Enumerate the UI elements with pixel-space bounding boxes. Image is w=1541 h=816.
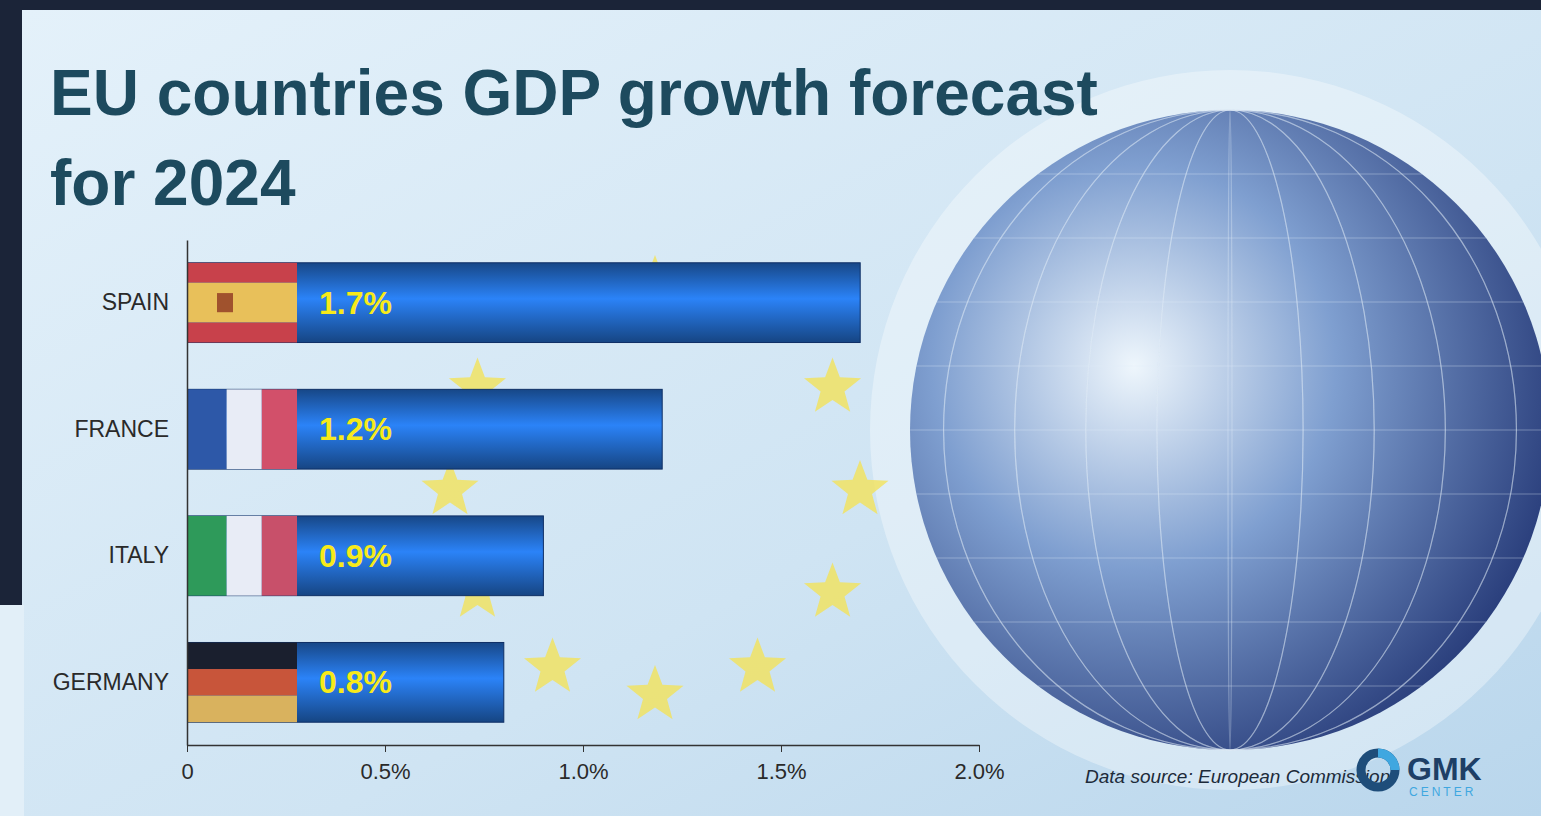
data-label: 1.7% bbox=[319, 285, 392, 321]
globe-parallel bbox=[916, 493, 1541, 494]
y-tick-label: FRANCE bbox=[74, 416, 169, 442]
globe-parallel bbox=[916, 365, 1541, 366]
logo bbox=[1361, 753, 1395, 787]
y-tick: ITALY bbox=[109, 542, 188, 568]
flag-stripe bbox=[187, 283, 297, 323]
flag-emblem bbox=[217, 293, 233, 312]
logo-arc bbox=[1378, 753, 1395, 770]
bar bbox=[187, 516, 543, 596]
title: EU countries GDP growth forecast for 2024 bbox=[50, 57, 1098, 219]
x-tick-label: 0 bbox=[181, 759, 193, 784]
globe-parallel bbox=[1038, 173, 1422, 174]
title-line: for 2024 bbox=[50, 147, 296, 219]
y-tick-label: SPAIN bbox=[102, 289, 169, 315]
x-tick-label: 2.0% bbox=[954, 759, 1004, 784]
x-tick-mark bbox=[385, 745, 386, 752]
flag-stripe bbox=[187, 263, 297, 283]
plot-area bbox=[187, 263, 860, 722]
flag-stripe bbox=[187, 389, 227, 469]
globe-parallel bbox=[1038, 685, 1422, 686]
flag-stripe bbox=[262, 389, 297, 469]
logo-tagline: CENTER bbox=[1409, 785, 1476, 799]
flag bbox=[187, 642, 297, 722]
flag-stripe bbox=[187, 323, 297, 343]
logo-ring bbox=[1361, 753, 1395, 787]
flag bbox=[187, 389, 297, 469]
x-tick-mark bbox=[187, 745, 188, 752]
data-label: 0.9% bbox=[319, 538, 392, 574]
bar bbox=[187, 389, 662, 469]
globe-parallel bbox=[910, 429, 1541, 430]
globe bbox=[870, 70, 1541, 790]
globe-parallel bbox=[937, 557, 1524, 558]
globe-glow bbox=[870, 70, 1541, 790]
logo-name: GMK bbox=[1407, 751, 1482, 787]
x-tick: 1.5% bbox=[756, 745, 806, 784]
x-tick-mark bbox=[979, 745, 980, 752]
title-line: EU countries GDP growth forecast bbox=[50, 57, 1098, 129]
y-axis-line bbox=[187, 241, 189, 746]
star bbox=[804, 358, 861, 412]
flag-stripe bbox=[187, 696, 297, 723]
flag bbox=[187, 516, 297, 596]
flag-stripe bbox=[187, 642, 297, 669]
globe-meridian bbox=[1015, 110, 1446, 750]
x-tick-mark bbox=[583, 745, 584, 752]
globe-parallel bbox=[937, 301, 1524, 302]
globe-parallel bbox=[974, 237, 1486, 238]
star bbox=[804, 563, 861, 617]
flag-stripe bbox=[187, 669, 297, 696]
y-tick: FRANCE bbox=[74, 416, 187, 442]
star bbox=[524, 638, 581, 692]
x-tick: 1.0% bbox=[558, 745, 608, 784]
bar bbox=[187, 263, 860, 343]
data-label: 1.2% bbox=[319, 411, 392, 447]
y-tick: SPAIN bbox=[102, 289, 187, 315]
flag-stripe bbox=[187, 516, 227, 596]
flag bbox=[187, 263, 297, 343]
y-tick-label: ITALY bbox=[109, 542, 170, 568]
globe-meridian bbox=[1086, 110, 1374, 750]
flag-stripe bbox=[262, 516, 297, 596]
star bbox=[729, 638, 786, 692]
globe-parallel bbox=[974, 621, 1486, 622]
flag-stripe bbox=[227, 516, 262, 596]
x-tick-label: 0.5% bbox=[360, 759, 410, 784]
x-tick: 0 bbox=[181, 745, 193, 784]
x-tick-label: 1.5% bbox=[756, 759, 806, 784]
star bbox=[627, 665, 684, 719]
x-tick-mark bbox=[781, 745, 782, 752]
y-tick-label: GERMANY bbox=[53, 669, 169, 695]
background bbox=[0, 605, 24, 816]
source-note: Data source: European Commission bbox=[1085, 766, 1390, 787]
x-tick: 2.0% bbox=[954, 745, 1004, 784]
chart: EU countries GDP growth forecast for 2024… bbox=[0, 0, 1541, 816]
globe-sphere bbox=[910, 110, 1541, 750]
globe-meridian bbox=[1157, 110, 1303, 750]
star bbox=[832, 460, 889, 514]
y-tick: GERMANY bbox=[53, 669, 187, 695]
x-axis: 0 0.5% 1.0% 1.5% 2.0% bbox=[181, 745, 1004, 784]
y-axis: SPAIN FRANCE ITALY GERMANY bbox=[53, 241, 188, 746]
x-tick-label: 1.0% bbox=[558, 759, 608, 784]
globe-meridian bbox=[944, 110, 1517, 750]
flag-stripe bbox=[227, 389, 262, 469]
data-label: 0.8% bbox=[319, 664, 392, 700]
x-tick: 0.5% bbox=[360, 745, 410, 784]
bar bbox=[187, 642, 504, 722]
